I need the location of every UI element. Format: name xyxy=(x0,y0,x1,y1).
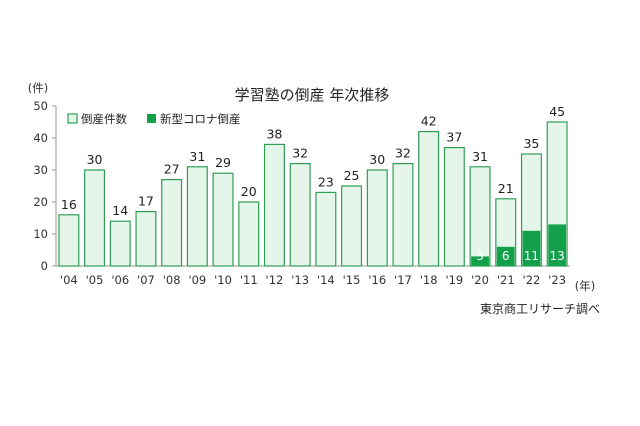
x-tick-label: '11 xyxy=(240,273,258,287)
x-tick-label: '15 xyxy=(343,273,361,287)
x-tick-label: '08 xyxy=(163,273,181,287)
x-tick-label: '06 xyxy=(111,273,129,287)
bar-total xyxy=(161,179,183,267)
x-tick-label: '18 xyxy=(420,273,438,287)
x-tick-label: '12 xyxy=(266,273,284,287)
data-label-covid: 13 xyxy=(550,249,565,263)
legend-swatch-covid xyxy=(147,114,156,123)
bar-total xyxy=(109,220,131,267)
y-tick-label: 50 xyxy=(33,99,48,113)
data-label-total: 45 xyxy=(549,104,565,119)
bar-total xyxy=(84,169,106,267)
x-tick-label: '09 xyxy=(188,273,206,287)
x-tick-label: '14 xyxy=(317,273,335,287)
data-label-total: 14 xyxy=(112,203,128,218)
x-tick-label: '04 xyxy=(60,273,78,287)
bar-total xyxy=(186,166,208,267)
data-label-total: 25 xyxy=(344,168,360,183)
x-tick-label: '10 xyxy=(214,273,232,287)
x-tick-label: '23 xyxy=(548,273,566,287)
x-tick-label: '13 xyxy=(291,273,309,287)
x-tick-label: '22 xyxy=(523,273,541,287)
bar-covid xyxy=(548,224,567,266)
bar-covid xyxy=(496,246,515,266)
data-label-total: 32 xyxy=(292,146,308,161)
x-tick-label: '21 xyxy=(497,273,515,287)
data-label-covid: 11 xyxy=(524,249,539,263)
data-label-total: 32 xyxy=(395,146,411,161)
x-tick-label: '05 xyxy=(86,273,104,287)
y-tick-label: 10 xyxy=(33,227,48,241)
data-label-total: 30 xyxy=(87,152,103,167)
bar-total xyxy=(392,163,414,267)
data-label-total: 37 xyxy=(446,130,462,145)
bar-covid xyxy=(522,230,541,266)
data-label-total: 31 xyxy=(472,149,488,164)
bar-total xyxy=(341,185,363,267)
data-label-total: 31 xyxy=(189,149,205,164)
bar-covid xyxy=(471,256,489,266)
y-tick-label: 40 xyxy=(33,131,48,145)
bar-total xyxy=(366,169,388,267)
legend-swatch-total xyxy=(67,113,78,124)
bar-total xyxy=(135,211,157,267)
chart-title: 学習塾の倒産 年次推移 xyxy=(235,86,390,104)
data-label-total: 16 xyxy=(61,197,77,212)
bar-total xyxy=(443,147,465,267)
data-label-total: 23 xyxy=(318,174,334,189)
y-tick-label: 0 xyxy=(41,259,48,273)
y-tick-label: 20 xyxy=(33,195,48,209)
x-tick-label: '07 xyxy=(137,273,155,287)
x-tick-label: '17 xyxy=(394,273,412,287)
legend-label-total: 倒産件数 xyxy=(81,112,127,126)
data-label-covid: 6 xyxy=(502,249,510,263)
bar-total xyxy=(58,214,80,267)
data-label-total: 20 xyxy=(241,184,257,199)
data-label-total: 27 xyxy=(164,162,180,177)
bar-total xyxy=(289,163,311,267)
x-tick-label: '20 xyxy=(471,273,489,287)
data-label-total: 17 xyxy=(138,194,154,209)
data-label-total: 38 xyxy=(266,126,282,141)
y-axis-unit: (件) xyxy=(28,81,48,95)
bar-total xyxy=(238,201,260,267)
legend-label-covid: 新型コロナ倒産 xyxy=(160,112,241,126)
data-label-total: 42 xyxy=(421,114,437,129)
bar-total xyxy=(263,143,285,267)
bar-total xyxy=(418,131,440,267)
bar-total xyxy=(212,172,234,267)
data-label-total: 21 xyxy=(498,181,514,196)
bar-total xyxy=(315,191,337,267)
x-tick-label: '16 xyxy=(368,273,386,287)
x-axis-unit: (年) xyxy=(575,279,595,293)
y-tick-label: 30 xyxy=(33,163,48,177)
source-note: 東京商工リサーチ調べ xyxy=(480,301,600,316)
x-tick-label: '19 xyxy=(445,273,463,287)
legend: 倒産件数 新型コロナ倒産 xyxy=(67,112,241,126)
data-label-total: 35 xyxy=(523,136,539,151)
data-label-total: 29 xyxy=(215,155,231,170)
data-label-covid: 3 xyxy=(476,249,484,263)
data-label-total: 30 xyxy=(369,152,385,167)
